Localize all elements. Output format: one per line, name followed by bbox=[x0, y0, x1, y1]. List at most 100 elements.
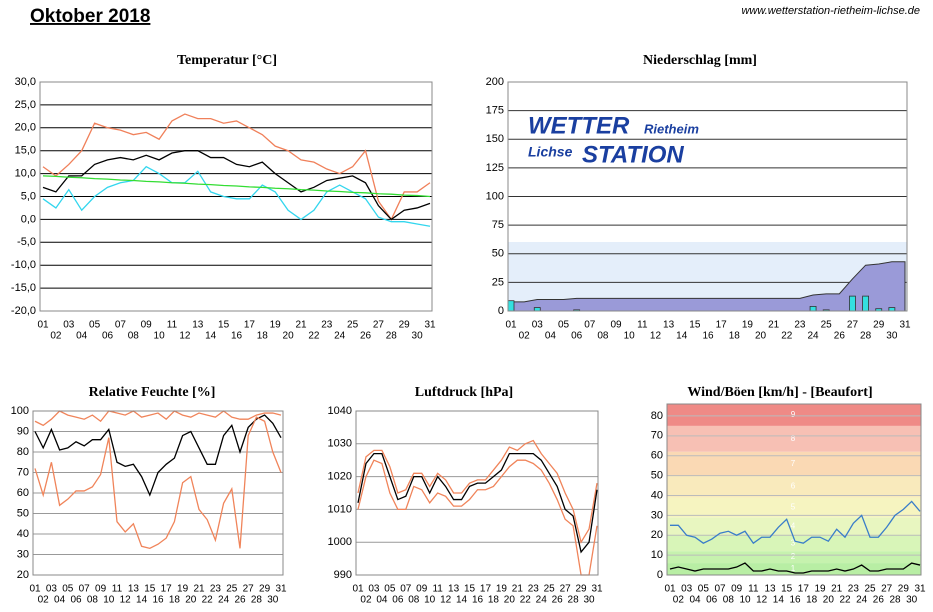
x-tick-label: 17 bbox=[798, 584, 810, 595]
x-tick-label: 10 bbox=[424, 595, 436, 606]
series-line bbox=[42, 175, 431, 198]
beaufort-label: 6 bbox=[791, 482, 796, 491]
beaufort-label: 3 bbox=[791, 538, 796, 547]
x-tick-label: 07 bbox=[400, 584, 412, 595]
bar bbox=[809, 306, 817, 312]
x-tick-label: 08 bbox=[128, 331, 140, 342]
y-tick-label: 50 bbox=[492, 248, 504, 260]
y-tick-label: 100 bbox=[486, 190, 504, 202]
y-tick-label: 125 bbox=[486, 162, 504, 174]
x-tick-label: 03 bbox=[681, 584, 693, 595]
y-tick-label: 90 bbox=[17, 425, 29, 437]
y-tick-label: 1020 bbox=[328, 471, 352, 483]
x-tick-label: 23 bbox=[848, 584, 860, 595]
x-tick-label: 01 bbox=[664, 584, 676, 595]
x-tick-label: 16 bbox=[789, 595, 801, 606]
x-tick-label: 14 bbox=[136, 595, 148, 606]
x-tick-label: 27 bbox=[243, 584, 255, 595]
x-tick-label: 10 bbox=[154, 331, 166, 342]
y-tick-label: 10 bbox=[651, 549, 663, 561]
x-tick-label: 25 bbox=[347, 320, 359, 331]
plot-area bbox=[356, 411, 598, 575]
x-tick-label: 06 bbox=[571, 331, 583, 342]
y-tick-label: 80 bbox=[17, 446, 29, 458]
x-tick-label: 20 bbox=[283, 331, 295, 342]
x-tick-label: 17 bbox=[480, 584, 492, 595]
x-tick-label: 07 bbox=[584, 320, 596, 331]
x-tick-label: 04 bbox=[54, 595, 66, 606]
x-tick-label: 13 bbox=[128, 584, 140, 595]
x-tick-label: 18 bbox=[488, 595, 500, 606]
x-tick-label: 20 bbox=[823, 595, 835, 606]
x-tick-label: 31 bbox=[899, 320, 911, 331]
x-tick-label: 18 bbox=[729, 331, 741, 342]
series-line bbox=[42, 113, 431, 221]
x-tick-label: 26 bbox=[360, 331, 372, 342]
x-tick-label: 10 bbox=[739, 595, 751, 606]
x-tick-label: 26 bbox=[552, 595, 564, 606]
x-tick-label: 27 bbox=[560, 584, 572, 595]
x-tick-label: 14 bbox=[205, 331, 217, 342]
x-tick-label: 12 bbox=[440, 595, 452, 606]
x-tick-label: 19 bbox=[177, 584, 189, 595]
beaufort-band bbox=[667, 535, 921, 552]
x-tick-label: 16 bbox=[152, 595, 164, 606]
y-tick-label: 10,0 bbox=[15, 168, 36, 180]
y-tick-label: 60 bbox=[651, 450, 663, 462]
beaufort-band bbox=[667, 451, 921, 476]
x-tick-label: 19 bbox=[270, 320, 282, 331]
y-tick-label: 0 bbox=[498, 305, 504, 317]
cumulative-area bbox=[510, 261, 906, 312]
y-tick-label: 20 bbox=[17, 569, 29, 581]
x-tick-label: 27 bbox=[881, 584, 893, 595]
y-tick-label: 70 bbox=[651, 430, 663, 442]
x-tick-label: 25 bbox=[226, 584, 238, 595]
x-tick-label: 24 bbox=[856, 595, 868, 606]
x-tick-label: 21 bbox=[512, 584, 524, 595]
x-tick-label: 29 bbox=[898, 584, 910, 595]
beaufort-band bbox=[667, 517, 921, 536]
y-tick-label: 100 bbox=[11, 405, 29, 417]
beaufort-band bbox=[667, 475, 921, 498]
x-tick-label: 08 bbox=[87, 595, 99, 606]
x-tick-label: 06 bbox=[706, 595, 718, 606]
x-tick-label: 05 bbox=[62, 584, 74, 595]
y-tick-label: -10,0 bbox=[11, 259, 36, 271]
y-tick-label: 1010 bbox=[328, 503, 352, 515]
y-tick-label: 1030 bbox=[328, 438, 352, 450]
chart-title: Luftdruck [hPa] bbox=[415, 385, 513, 400]
x-tick-label: 03 bbox=[46, 584, 58, 595]
beaufort-band bbox=[667, 404, 921, 426]
x-tick-label: 27 bbox=[373, 320, 385, 331]
x-tick-label: 13 bbox=[448, 584, 460, 595]
plot-frame bbox=[666, 403, 922, 576]
x-tick-label: 24 bbox=[536, 595, 548, 606]
x-tick-label: 07 bbox=[115, 320, 127, 331]
x-tick-label: 04 bbox=[689, 595, 701, 606]
x-tick-label: 30 bbox=[267, 595, 279, 606]
beaufort-label: 8 bbox=[791, 434, 796, 443]
y-tick-label: 30,0 bbox=[15, 76, 36, 88]
x-tick-label: 03 bbox=[368, 584, 380, 595]
x-tick-label: 08 bbox=[597, 331, 609, 342]
x-tick-label: 20 bbox=[755, 331, 767, 342]
y-tick-label: 25 bbox=[492, 276, 504, 288]
x-tick-label: 01 bbox=[37, 320, 49, 331]
x-tick-label: 15 bbox=[218, 320, 230, 331]
series-line bbox=[34, 410, 282, 427]
x-tick-label: 06 bbox=[70, 595, 82, 606]
series-line bbox=[42, 150, 431, 221]
y-tick-label: 150 bbox=[486, 133, 504, 145]
x-tick-label: 09 bbox=[141, 320, 153, 331]
x-tick-label: 31 bbox=[914, 584, 926, 595]
x-tick-label: 11 bbox=[637, 320, 648, 331]
chart-title: Wind/Böen [km/h] - [Beaufort] bbox=[687, 385, 872, 400]
y-tick-label: 60 bbox=[17, 487, 29, 499]
y-tick-label: 40 bbox=[651, 489, 663, 501]
chart-title: Relative Feuchte [%] bbox=[89, 385, 216, 400]
bar bbox=[849, 295, 856, 312]
x-tick-label: 21 bbox=[831, 584, 843, 595]
beaufort-band bbox=[667, 551, 921, 564]
beaufort-label: 1 bbox=[791, 564, 796, 573]
x-tick-label: 20 bbox=[504, 595, 516, 606]
